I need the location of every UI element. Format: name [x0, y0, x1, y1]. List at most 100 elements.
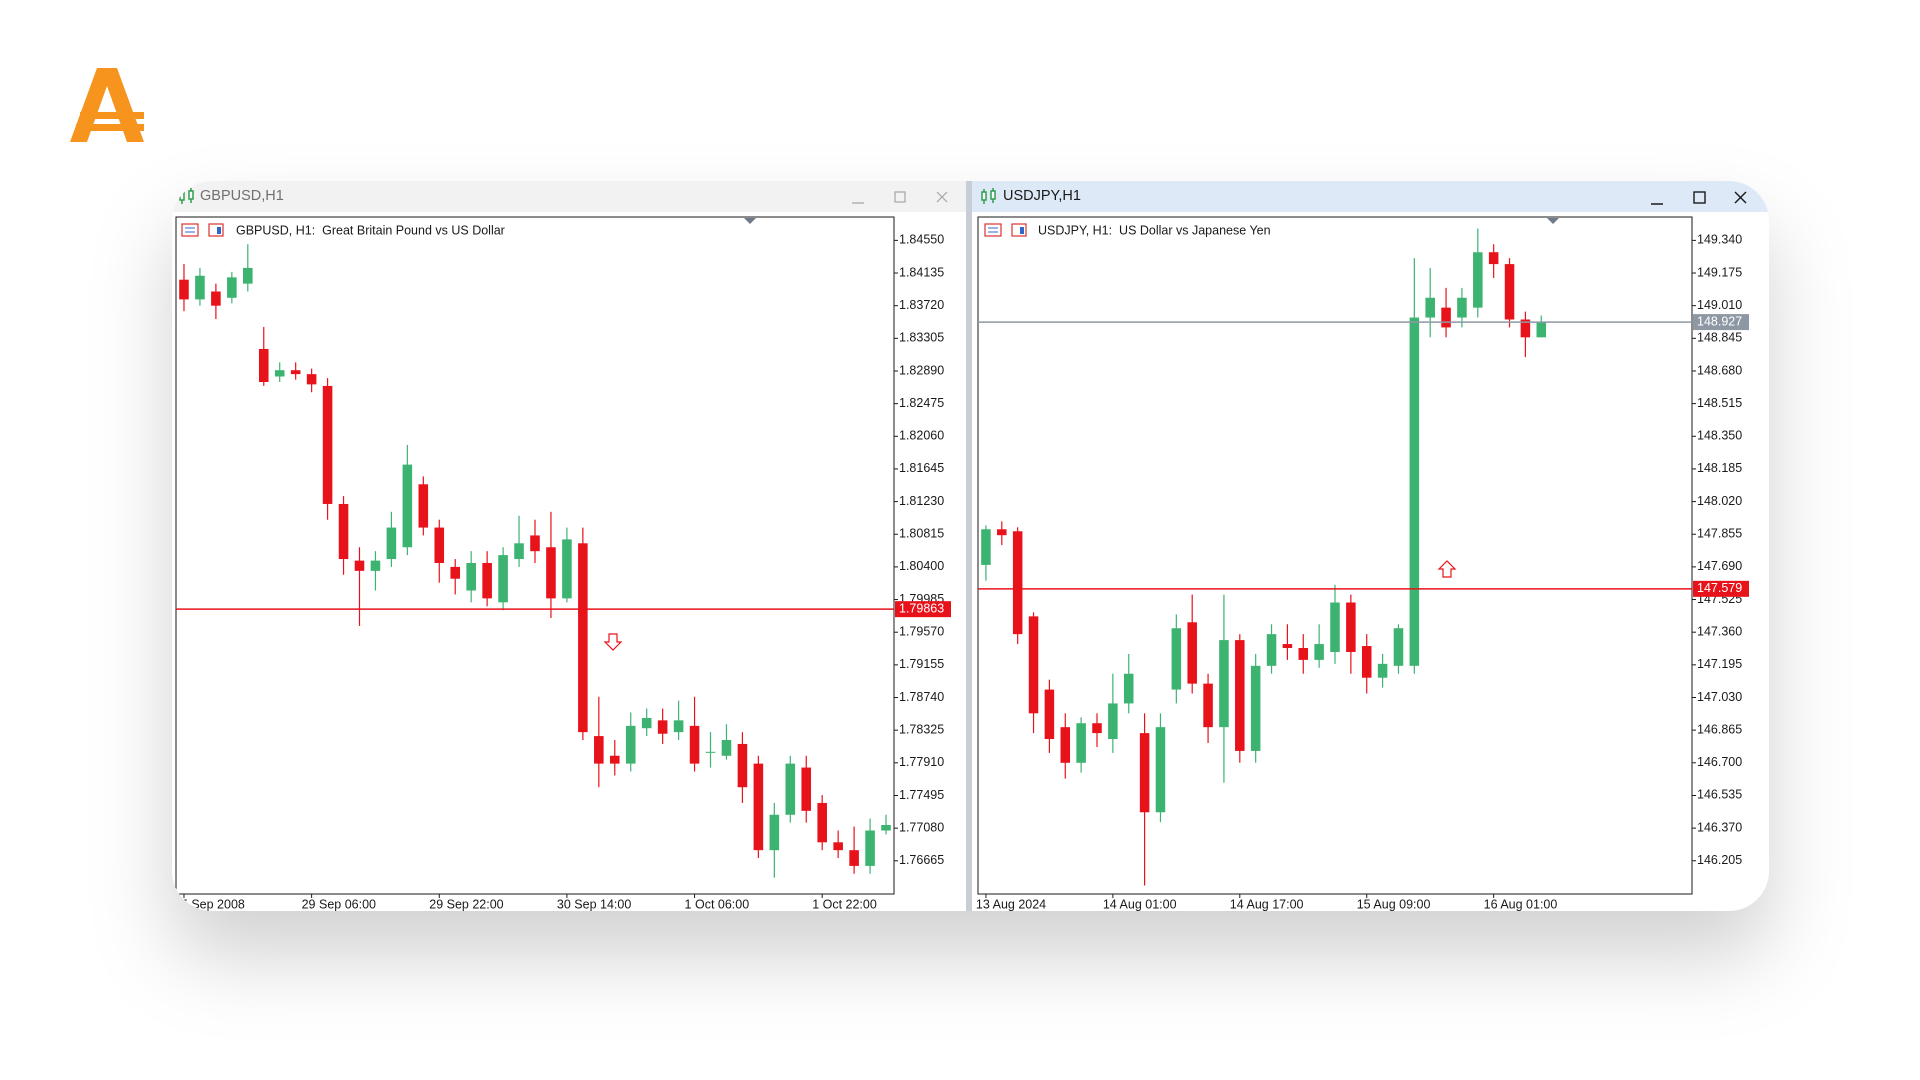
candle-body [1457, 297, 1467, 318]
candle-body [1425, 297, 1435, 318]
candle-body [1504, 264, 1515, 320]
candle-body [1361, 646, 1372, 678]
title-bar [972, 181, 1769, 212]
candle-body [498, 555, 508, 603]
y-tick-label: 148.680 [1697, 363, 1742, 377]
y-tick-label: 1.78740 [899, 690, 944, 704]
candle-body [801, 767, 812, 811]
sell-arrow [603, 633, 623, 651]
candle-body [1282, 644, 1293, 649]
y-tick-label: 1.79570 [899, 625, 944, 639]
candle-body [865, 830, 875, 866]
candle-body [1314, 644, 1324, 660]
candle-body [306, 374, 317, 385]
candle-body [450, 566, 461, 579]
x-tick-label: 14 Aug 17:00 [1230, 897, 1304, 911]
candle-body [1044, 689, 1055, 740]
candle-body [195, 275, 205, 300]
candle-body [609, 755, 620, 764]
candle-body [1139, 733, 1150, 813]
candle-body [1536, 321, 1547, 338]
candle-body [1346, 602, 1356, 652]
candle-body [641, 717, 652, 729]
candle-body [1473, 252, 1483, 308]
y-tick-label: 147.360 [1697, 624, 1742, 638]
x-tick-label: 1 Oct 06:00 [685, 897, 750, 911]
candle-body [737, 743, 748, 788]
candle-body [418, 484, 429, 528]
buy-arrow [1437, 560, 1457, 578]
candle-body [1266, 634, 1277, 666]
price-label-box [1693, 580, 1749, 597]
shift-marker [744, 218, 756, 224]
candle-body [625, 725, 636, 764]
candle-body [562, 539, 572, 599]
y-tick-label: 1.83720 [899, 298, 944, 312]
candle-body [370, 560, 381, 571]
window-buttons[interactable] [1651, 191, 1747, 205]
x-tick-label: 25 Sep 2008 [174, 897, 245, 911]
candle-body [211, 291, 221, 306]
y-tick-label: 1.79155 [899, 657, 944, 671]
x-tick-label: 13 Aug 2024 [976, 897, 1046, 911]
y-tick-label: 149.340 [1697, 233, 1742, 247]
candle-body [705, 751, 716, 753]
candle-body [1219, 640, 1229, 728]
y-tick-label: 1.84550 [899, 233, 944, 247]
y-tick-label: 1.77910 [899, 755, 944, 769]
candle-body [386, 527, 397, 560]
window-buttons[interactable] [852, 191, 948, 204]
candle-body [1203, 683, 1213, 728]
candle-body [1393, 628, 1404, 666]
y-tick-label: 149.010 [1697, 298, 1742, 312]
candle-body [1520, 319, 1531, 338]
candle-body [1171, 628, 1182, 690]
window-title: USDJPY,H1 [1003, 188, 1081, 204]
candle-body [1123, 673, 1134, 704]
y-tick-label: 1.81230 [899, 494, 944, 508]
y-tick-label: 1.78325 [899, 722, 944, 736]
candle-body [594, 736, 604, 764]
splitter [966, 181, 972, 911]
y-tick-label: 146.700 [1697, 755, 1742, 769]
y-tick-label: 147.195 [1697, 657, 1742, 671]
windows: GBPUSD,H1 USDJPY,H1 [172, 181, 1769, 911]
candle-body [997, 529, 1007, 536]
price-label: 1.79863 [899, 601, 944, 615]
y-tick-label: 147.855 [1697, 527, 1742, 541]
candle-body [1235, 640, 1245, 751]
candle-body [769, 814, 780, 851]
candle-body [1012, 531, 1023, 635]
candle-body [673, 720, 684, 733]
candle-body [402, 464, 413, 548]
candle-body [514, 543, 524, 560]
window-title: GBPUSD,H1 [200, 188, 284, 204]
candle-body [290, 370, 301, 375]
candle-body [258, 348, 269, 383]
candle-body [657, 720, 668, 734]
y-tick-label: 1.77080 [899, 820, 944, 834]
y-tick-label: 147.030 [1697, 690, 1742, 704]
candle-body [1108, 703, 1118, 740]
price-label: 147.579 [1697, 581, 1742, 595]
y-tick-label: 1.84135 [899, 265, 944, 279]
candle-body [753, 763, 764, 851]
shift-marker [1547, 218, 1559, 224]
y-tick-label: 148.185 [1697, 461, 1742, 475]
candle-body [482, 562, 492, 599]
logo [70, 68, 144, 142]
candle-body [274, 370, 285, 377]
candle-body [1488, 252, 1499, 265]
candle-body [1441, 307, 1451, 328]
y-tick-label: 1.82060 [899, 429, 944, 443]
x-tick-label: 16 Aug 01:00 [1484, 897, 1558, 911]
chart-header: USDJPY, H1: US Dollar vs Japanese Yen [1038, 223, 1271, 237]
candle-body [243, 267, 253, 284]
y-tick-label: 1.82890 [899, 363, 944, 377]
candle-body [981, 529, 991, 565]
y-tick-label: 1.76665 [899, 853, 944, 867]
candle-body [466, 562, 476, 591]
candle-body [1028, 616, 1039, 714]
y-tick-label: 146.205 [1697, 853, 1742, 867]
